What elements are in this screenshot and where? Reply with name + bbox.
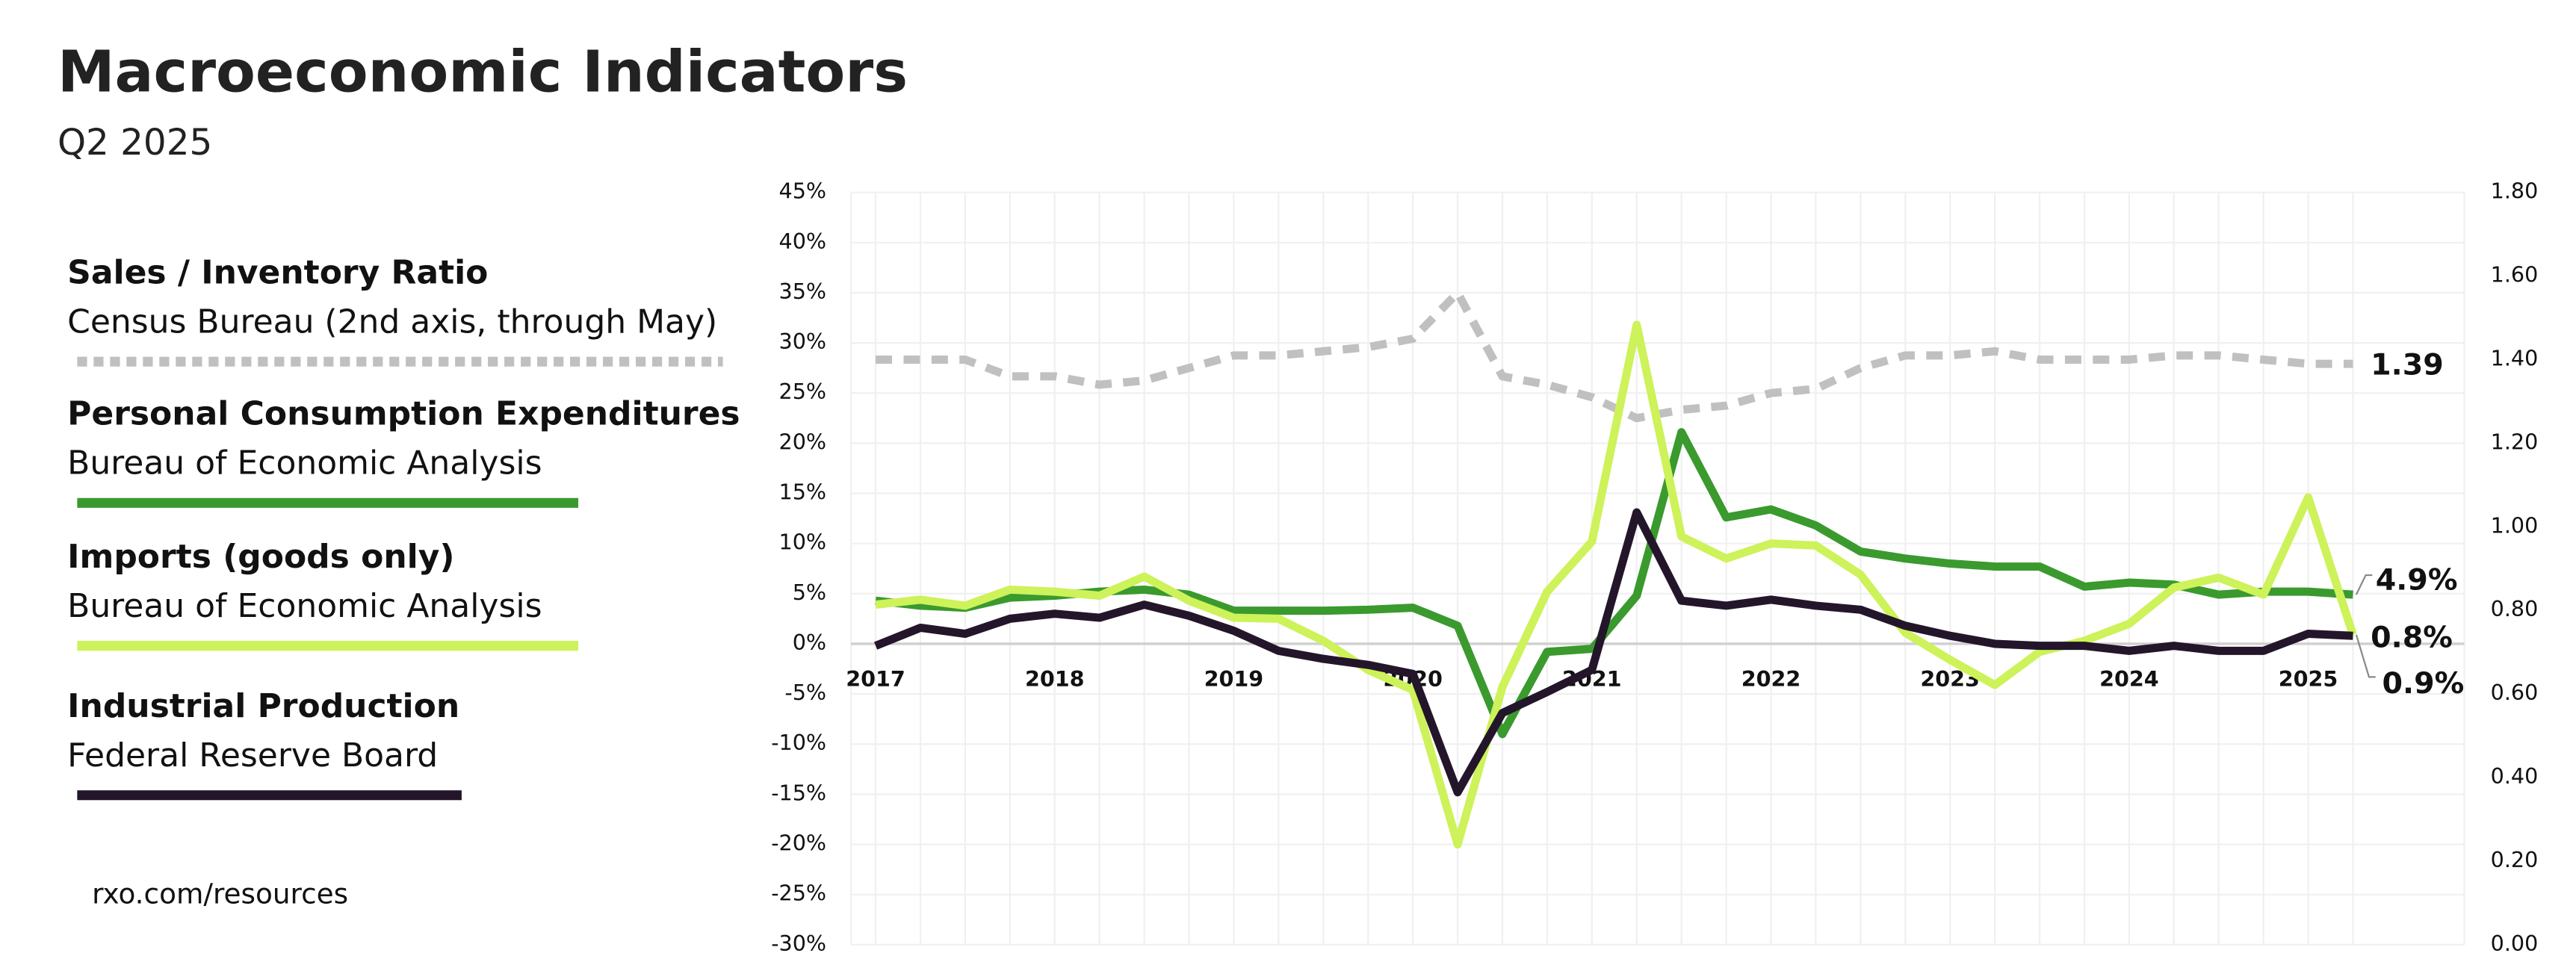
x-tick-label: 2019: [1204, 666, 1264, 692]
line-series: [875, 320, 2357, 849]
y2-tick-label: 1.20: [2491, 429, 2539, 454]
legend-source: Bureau of Economic Analysis: [67, 587, 542, 625]
y-tick-label: 15%: [779, 480, 827, 505]
y-tick-label: -10%: [771, 730, 826, 755]
y-tick-label: 30%: [779, 329, 827, 354]
end-label: 1.39: [2371, 347, 2444, 382]
line-series: [875, 428, 2353, 739]
legend-title: Personal Consumption Expenditures: [67, 395, 740, 433]
footer: rxo.com/resources: [92, 877, 348, 910]
line-series: [876, 288, 2353, 423]
legend-title: Industrial Production: [67, 687, 459, 725]
x-tick-label: 2022: [1741, 666, 1801, 692]
y-tick-label: 10%: [779, 530, 827, 555]
y2-tick-label: 1.00: [2491, 512, 2539, 538]
x-tick-label: 2024: [2099, 666, 2159, 692]
y-tick-label: 45%: [779, 179, 827, 204]
y2-tick-label: 0.20: [2491, 847, 2539, 872]
label-connector: [2355, 634, 2376, 678]
legend-title: Sales / Inventory Ratio: [67, 254, 488, 292]
y-tick-label: -15%: [771, 780, 826, 805]
line-series: [873, 508, 2353, 797]
legend-title: Imports (goods only): [67, 538, 454, 576]
x-tick-label: 2017: [846, 666, 905, 692]
legend-source: Census Bureau (2nd axis, through May): [67, 303, 717, 341]
y2-tick-label: 1.60: [2491, 262, 2539, 288]
chart-subtitle: Q2 2025: [58, 122, 212, 164]
y-tick-label: 20%: [779, 429, 827, 454]
x-tick-label: 2018: [1025, 666, 1085, 692]
label-connector: [2355, 574, 2373, 595]
chart-title: Macroeconomic Indicators: [58, 40, 908, 106]
y2-tick-label: 0.40: [2491, 763, 2539, 789]
legend-source: Bureau of Economic Analysis: [67, 444, 542, 483]
y2-tick-label: 1.80: [2491, 179, 2539, 204]
end-label: 0.9%: [2383, 666, 2465, 701]
y-tick-label: 35%: [779, 279, 827, 304]
y2-tick-label: 0.60: [2491, 680, 2539, 705]
end-label: 4.9%: [2376, 562, 2458, 597]
y-tick-label: -25%: [771, 881, 826, 906]
y2-tick-label: 1.40: [2491, 345, 2539, 370]
end-label: 0.8%: [2371, 620, 2453, 654]
y-tick-label: 40%: [779, 229, 827, 254]
x-tick-label: 2025: [2279, 666, 2338, 692]
y-tick-label: 0%: [793, 630, 826, 655]
y2-tick-label: 0.00: [2491, 931, 2539, 956]
y-tick-label: -30%: [771, 931, 826, 956]
y-tick-label: 25%: [779, 379, 827, 404]
y-tick-label: -5%: [784, 680, 826, 705]
y-tick-label: 5%: [793, 580, 826, 605]
y2-tick-label: 0.80: [2491, 596, 2539, 621]
legend-source: Federal Reserve Board: [67, 736, 438, 775]
y-tick-label: -20%: [771, 831, 826, 856]
